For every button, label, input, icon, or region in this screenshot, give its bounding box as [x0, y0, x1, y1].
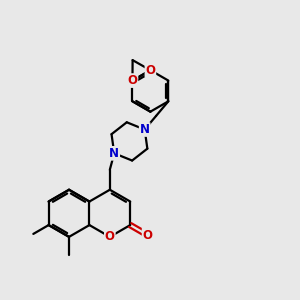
Text: O: O — [142, 229, 153, 242]
Text: O: O — [146, 64, 155, 77]
Text: N: N — [109, 147, 119, 160]
Text: O: O — [128, 74, 137, 87]
Text: O: O — [105, 230, 115, 243]
Text: N: N — [140, 123, 150, 136]
